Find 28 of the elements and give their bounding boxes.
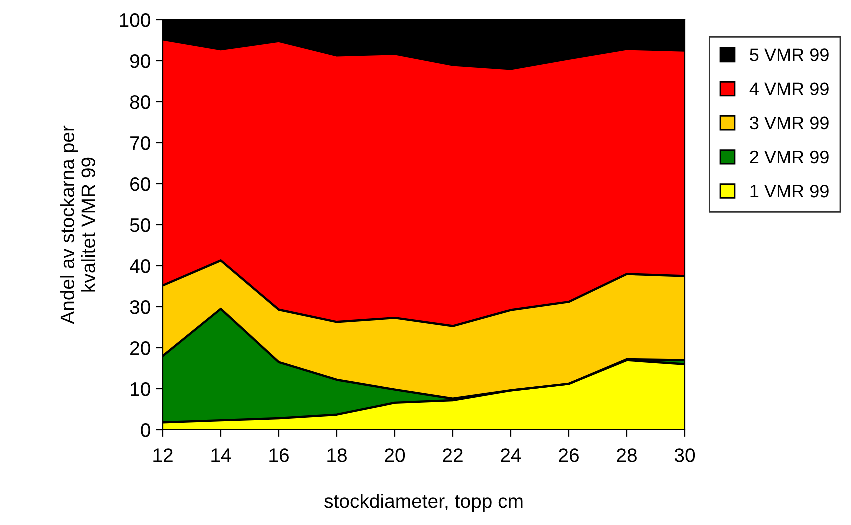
y-tick-label: 50 — [130, 218, 150, 232]
x-tick-label: 12 — [154, 448, 173, 462]
y-tick-label: 60 — [130, 177, 150, 192]
x-tick-label: 20 — [385, 448, 406, 462]
y-tick-label: 20 — [130, 341, 150, 356]
x-axis-title: stockdiameter, topp cm — [324, 494, 523, 512]
x-tick-label: 18 — [328, 448, 347, 462]
x-tick-label: 26 — [559, 448, 579, 462]
y-tick-label: 80 — [130, 95, 150, 110]
legend-label: 3 VMR 99 — [750, 116, 829, 130]
y-tick-label: 30 — [130, 300, 150, 314]
x-tick-label: 14 — [212, 448, 232, 462]
x-tick-label: 30 — [674, 448, 696, 462]
legend-label: 4 VMR 99 — [750, 82, 829, 96]
legend-label: 2 VMR 99 — [750, 150, 829, 164]
y-tick-label: 90 — [130, 54, 150, 68]
x-tick-label: 28 — [617, 448, 637, 462]
x-tick-label: 24 — [501, 448, 522, 462]
x-tick-label: 16 — [270, 448, 289, 462]
legend-label: 5 VMR 99 — [750, 48, 829, 62]
x-tick-label: 22 — [443, 448, 463, 462]
legend-label: 1 VMR 99 — [750, 184, 829, 198]
y-tick-label: 100 — [120, 13, 150, 28]
y-tick-label: 10 — [131, 382, 150, 396]
y-tick-label: 0 — [141, 423, 150, 438]
y-tick-label: 40 — [130, 259, 150, 274]
y-axis-title: Andel av stockarna per kvalitet VMR 99 — [60, 126, 96, 324]
y-tick-label: 70 — [130, 136, 150, 150]
